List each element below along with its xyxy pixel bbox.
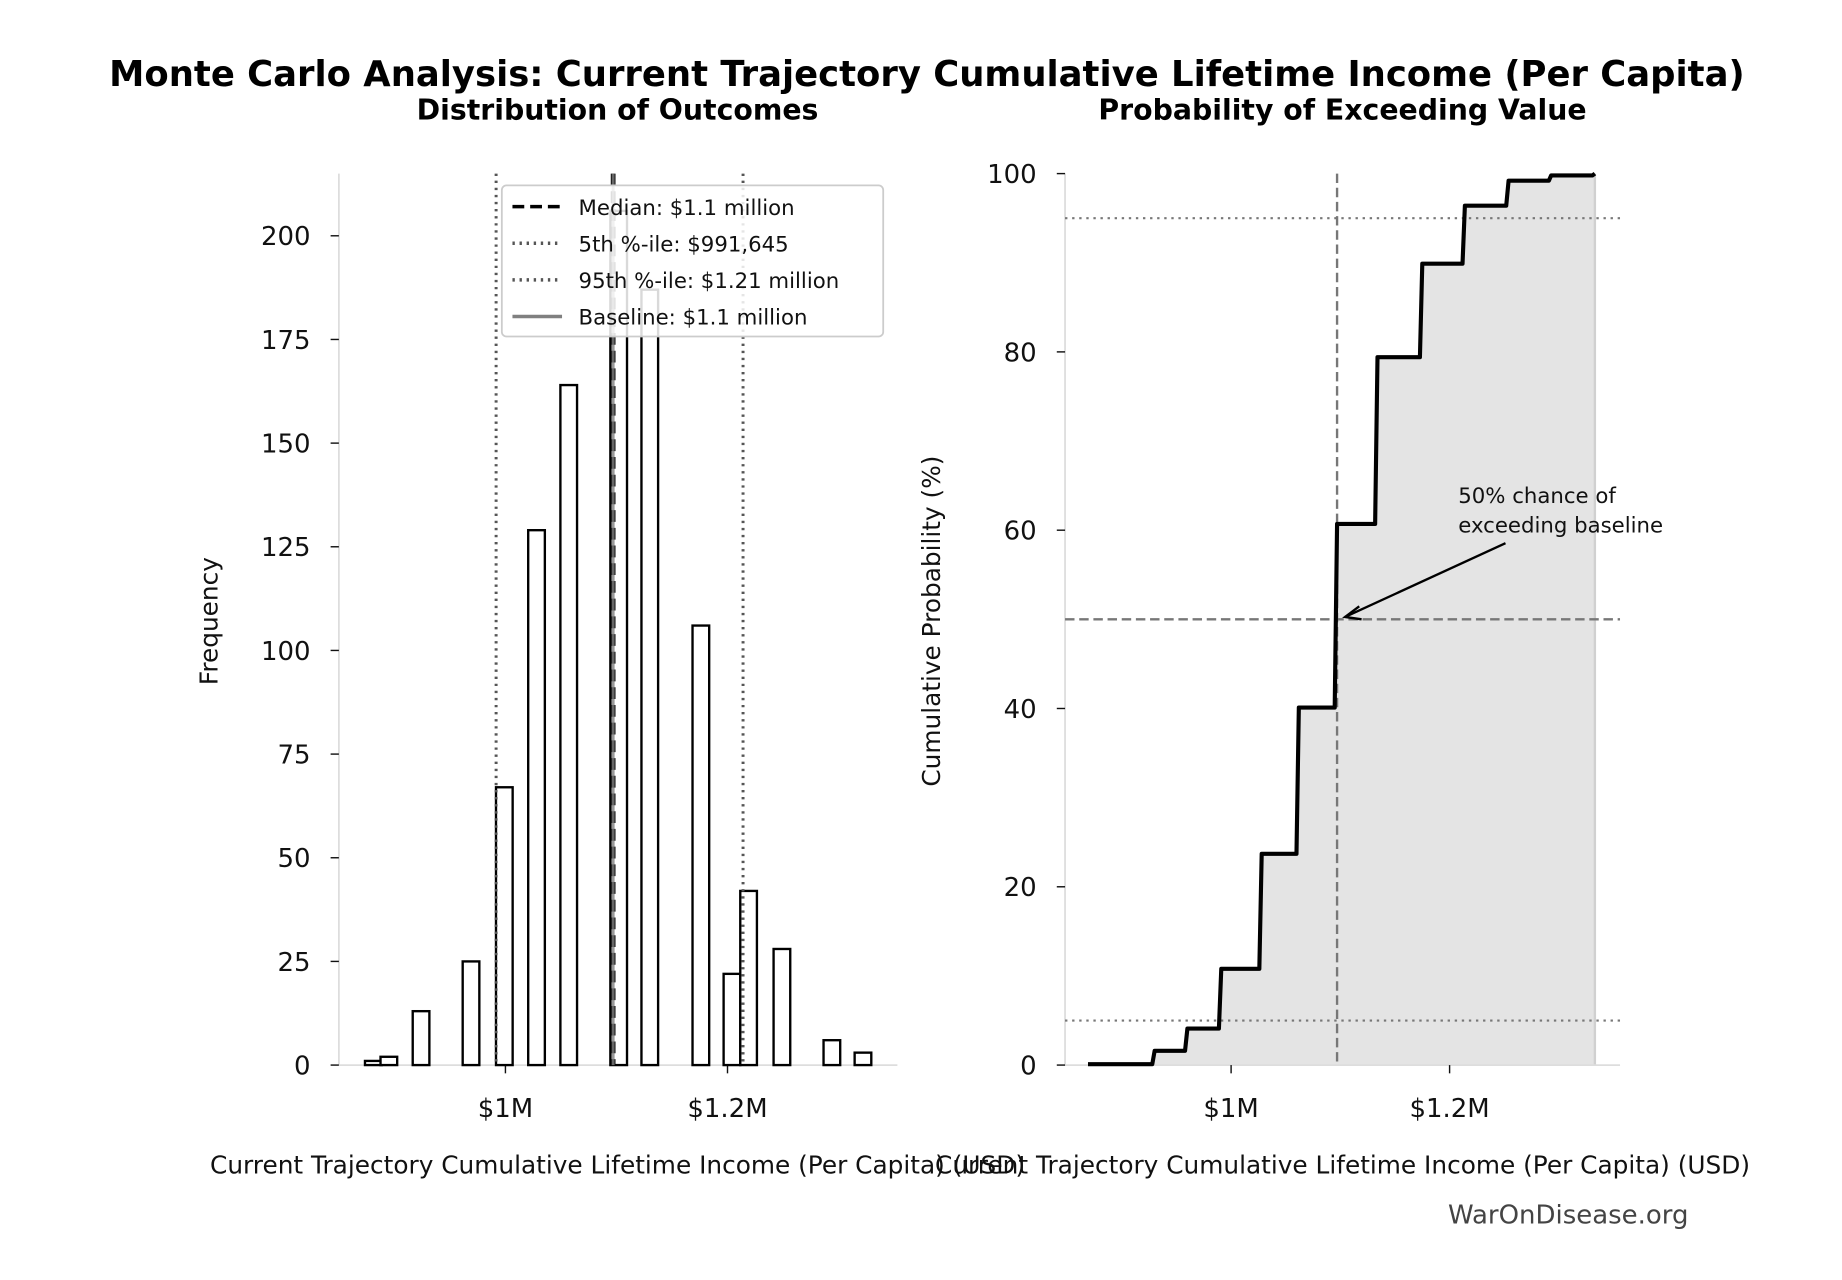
histogram-bar xyxy=(853,1051,873,1067)
y-tick-label: 0 xyxy=(294,1052,311,1082)
watermark: WarOnDisease.org xyxy=(1448,1200,1689,1230)
histogram-bar xyxy=(527,529,547,1067)
y-tick-label: 25 xyxy=(277,948,310,978)
histogram-bar xyxy=(363,1059,383,1067)
y-tick-label: 200 xyxy=(261,222,311,252)
y-tick-label: 60 xyxy=(1004,517,1037,547)
histogram-bar xyxy=(822,1039,842,1067)
legend-label: Baseline: $1.1 million xyxy=(579,306,808,331)
annotation-text: 50% chance of xyxy=(1458,484,1616,509)
histogram-bar xyxy=(691,624,711,1067)
annotation-arrow xyxy=(1344,542,1506,619)
histogram-bar xyxy=(559,383,579,1067)
y-tick-label: 0 xyxy=(1020,1052,1037,1082)
histogram-bar xyxy=(379,1055,399,1067)
legend-label: 5th %-ile: $991,645 xyxy=(579,233,789,258)
left-x-axis-label: Current Trajectory Cumulative Lifetime I… xyxy=(210,1151,1025,1180)
y-tick-label: 150 xyxy=(261,430,311,460)
x-tick-label: $1.2M xyxy=(1409,1094,1489,1124)
y-tick-label: 175 xyxy=(261,326,311,356)
y-tick-label: 100 xyxy=(261,637,311,667)
left-chart-title: Distribution of Outcomes xyxy=(417,93,819,126)
histogram-bar xyxy=(772,947,792,1067)
histogram-bar xyxy=(739,889,759,1067)
histogram-bar xyxy=(722,972,742,1067)
left-y-axis-label: Frequency xyxy=(194,557,223,685)
legend: Median: $1.1 million 5th %-ile: $991,645 9… xyxy=(500,184,885,338)
cdf-plot: 0 20 40 60 80 100 $1M $1.2M 50% chance of exceedi… xyxy=(987,160,1663,1124)
right-x-axis-label: Current Trajectory Cumulative Lifetime I… xyxy=(935,1151,1750,1180)
annotation-arrowhead xyxy=(1342,605,1362,621)
x-tick-label: $1.2M xyxy=(687,1094,767,1124)
y-tick-label: 20 xyxy=(1004,873,1037,903)
annotation-text: exceeding baseline xyxy=(1458,514,1663,539)
right-chart-title: Probability of Exceeding Value xyxy=(1098,93,1586,126)
cdf-line xyxy=(1087,171,1597,1067)
figure-title: Monte Carlo Analysis: Current Trajectory… xyxy=(109,54,1745,95)
x-tick-label: $1M xyxy=(1203,1094,1258,1124)
histogram-bar xyxy=(640,288,660,1067)
legend-box xyxy=(500,184,885,338)
y-tick-label: 80 xyxy=(1004,338,1037,368)
y-tick-label: 50 xyxy=(277,844,310,874)
histogram-bar xyxy=(411,1009,431,1067)
y-tick-label: 40 xyxy=(1004,695,1037,725)
y-tick-label: 75 xyxy=(277,741,310,771)
histogram-bar xyxy=(494,786,514,1067)
histogram-plot: 0 25 50 75 100 125 150 175 200 $1M $1.2M Median: $1… xyxy=(261,173,898,1124)
legend-label: 95th %-ile: $1.21 million xyxy=(579,269,840,294)
y-tick-label: 125 xyxy=(261,533,311,563)
legend-label: Median: $1.1 million xyxy=(579,196,795,221)
histogram-bar xyxy=(461,960,481,1067)
right-y-axis-label: Cumulative Probability (%) xyxy=(917,456,946,787)
x-tick-label: $1M xyxy=(478,1094,533,1124)
y-tick-label: 100 xyxy=(987,160,1037,190)
